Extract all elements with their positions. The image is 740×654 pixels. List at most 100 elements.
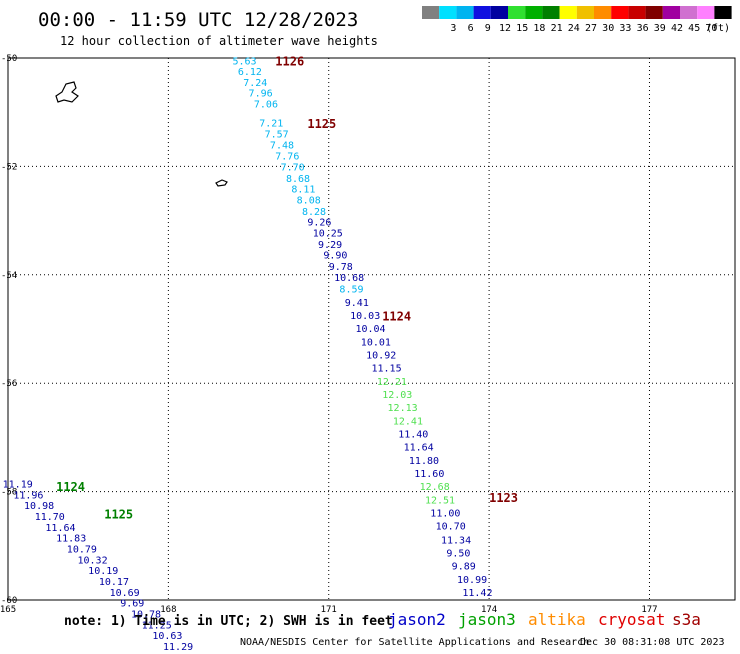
swh-data-label: 8.08 [297, 195, 321, 206]
swh-data-label: 9.69 [120, 599, 144, 610]
pass-time-label: 1125 [104, 507, 133, 521]
plot-frame [7, 57, 736, 601]
island-outline-auckland [55, 81, 79, 103]
legend-label: 33 [619, 23, 631, 34]
swh-data-label: 9.89 [452, 561, 476, 572]
y-tick-label: -56 [1, 379, 17, 389]
legend-unit: (ft) [706, 23, 730, 34]
swh-data-label: 10.99 [457, 575, 487, 586]
pass-time-label: 1125 [307, 117, 336, 131]
swh-data-label: 11.60 [414, 469, 444, 480]
pass-time-label: 1123 [489, 491, 518, 505]
mission-label-cryosat: cryosat [598, 610, 665, 629]
island-outline-campbell [215, 179, 228, 187]
footer-timestamp: Dec 30 08:31:08 UTC 2023 [580, 637, 725, 648]
y-tick-label: -60 [1, 596, 17, 606]
x-tick-label: 171 [321, 605, 337, 615]
legend-swatch [611, 6, 629, 19]
y-tick-label: -50 [1, 54, 17, 64]
swh-data-label: 10.19 [88, 566, 118, 577]
plot-area: 165 168 171 174 177 -50 -52 -54 -56 -58 -60 5.636.1… [0, 54, 736, 653]
legend-label: 6 [468, 23, 474, 34]
swh-data-label: 9.41 [345, 298, 369, 309]
legend-label: 36 [637, 23, 649, 34]
footer-credit: NOAA/NESDIS Center for Satellite Applica… [240, 637, 589, 648]
x-tick-label: 168 [160, 605, 176, 615]
legend-swatch [542, 6, 560, 19]
swh-data-label: 11.19 [3, 479, 33, 490]
swh-data-label: 10.01 [361, 337, 391, 348]
legend-swatch [456, 6, 474, 19]
legend-label: 12 [499, 23, 511, 34]
swh-data-label: 7.24 [243, 78, 267, 89]
footer-note: note: 1) Time is in UTC; 2) SWH is in fe… [64, 614, 393, 629]
swh-data-label: 11.25 [142, 620, 172, 631]
swh-data-label: 7.21 [259, 118, 283, 129]
legend-swatch [680, 6, 698, 19]
swh-data-label: 9.50 [446, 548, 470, 559]
legend-swatch [645, 6, 663, 19]
swh-data-label: 7.76 [275, 152, 299, 163]
legend-label: 39 [654, 23, 666, 34]
x-tick-label: 174 [481, 605, 497, 615]
swh-data-label: 7.57 [265, 129, 289, 140]
y-tick-label: -58 [1, 488, 17, 498]
mission-label-jason3: jason3 [458, 610, 516, 629]
pass-time-label: 1124 [56, 480, 85, 494]
swh-data-label: 8.28 [302, 207, 326, 218]
swh-data-label: 11.29 [163, 642, 193, 650]
legend-swatch [662, 6, 680, 19]
swh-data-label: 6.12 [238, 67, 262, 78]
legend-swatch [714, 6, 732, 19]
chart-title: 00:00 - 11:59 UTC 12/28/2023 [38, 9, 358, 31]
swh-data-label: 12.13 [388, 403, 418, 414]
legend-swatch [508, 6, 526, 19]
legend-label: 24 [568, 23, 580, 34]
swh-data-label: 12.68 [420, 482, 450, 493]
swh-data-label: 8.11 [291, 185, 315, 196]
swh-data-label: 10.17 [99, 577, 129, 588]
x-tick-label: 177 [641, 605, 657, 615]
swh-data-label: 7.06 [254, 100, 278, 111]
swh-data-label: 5.63 [233, 57, 257, 68]
swh-data-label: 10.92 [366, 350, 396, 361]
legend-label: 42 [671, 23, 683, 34]
legend-swatch [439, 6, 457, 19]
swh-data-label: 11.70 [35, 512, 65, 523]
pass-time-label: 1126 [275, 55, 304, 69]
swh-data-label: 12.21 [377, 377, 407, 388]
swh-data-label: 11.83 [56, 534, 86, 545]
swh-data-label: 12.41 [393, 417, 423, 428]
legend-swatch [559, 6, 577, 19]
legend-swatch [473, 6, 491, 19]
swh-data-label: 11.40 [398, 430, 428, 441]
x-tick-label: 165 [0, 605, 16, 615]
swh-data-label: 12.51 [425, 496, 455, 507]
legend-label: 27 [585, 23, 597, 34]
swh-data-label: 11.80 [409, 456, 439, 467]
y-tick-label: -54 [1, 271, 17, 281]
legend-label: 30 [602, 23, 614, 34]
swh-data-label: 9.26 [307, 218, 331, 229]
swh-data-label: 10.69 [110, 588, 140, 599]
swh-data-label: 7.96 [249, 89, 273, 100]
legend-swatch [628, 6, 646, 19]
swh-data-label: 10.68 [334, 273, 364, 284]
legend-swatch [594, 6, 612, 19]
swh-data-label: 10.04 [355, 324, 385, 335]
swh-data-label: 11.00 [430, 509, 460, 520]
mission-label-altika: altika [528, 610, 586, 629]
swh-data-label: 10.98 [24, 501, 54, 512]
legend-label: 45 [688, 23, 700, 34]
swh-data-label: 10.03 [350, 311, 380, 322]
legend-label: 3 [450, 23, 456, 34]
swh-data-label: 11.64 [404, 443, 434, 454]
swh-data-label: 7.70 [281, 162, 305, 173]
legend-swatch [422, 6, 440, 19]
legend-swatch [525, 6, 543, 19]
swh-data-label: 10.32 [77, 555, 107, 566]
swh-data-label: 11.15 [372, 363, 402, 374]
swh-data-label: 10.63 [152, 631, 182, 642]
